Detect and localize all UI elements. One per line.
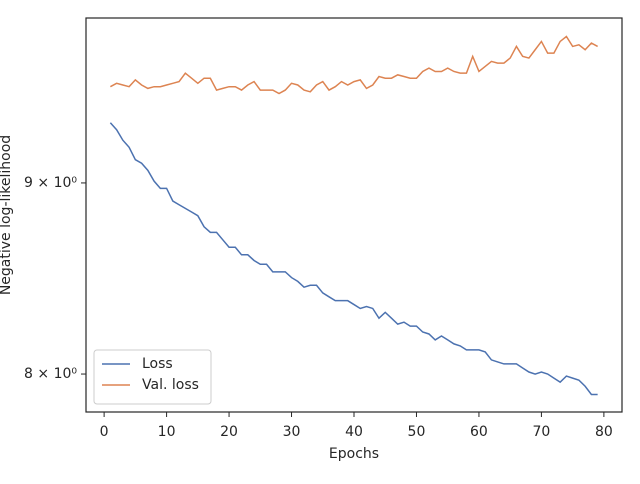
plot-frame	[85, 17, 623, 413]
x-tick-label: 50	[408, 424, 426, 440]
legend-label: Loss	[142, 356, 173, 372]
x-tick-label: 0	[100, 424, 109, 440]
x-tick-label: 80	[595, 424, 613, 440]
x-tick-label: 70	[532, 424, 550, 440]
series-line	[110, 35, 598, 95]
x-tick-label: 10	[158, 424, 176, 440]
x-axis-label: Epochs	[329, 446, 379, 462]
x-tick-label: 30	[283, 424, 301, 440]
x-tick-label: 60	[470, 424, 488, 440]
series-line	[109, 122, 598, 396]
y-tick-label: 9 × 10⁰	[24, 175, 77, 191]
y-tick-label: 8 × 10⁰	[24, 366, 77, 382]
x-tick-label: 40	[345, 424, 363, 440]
y-axis-label: Negative log-likelihood	[0, 135, 14, 295]
legend-label: Val. loss	[142, 377, 199, 393]
x-tick-label: 20	[220, 424, 238, 440]
